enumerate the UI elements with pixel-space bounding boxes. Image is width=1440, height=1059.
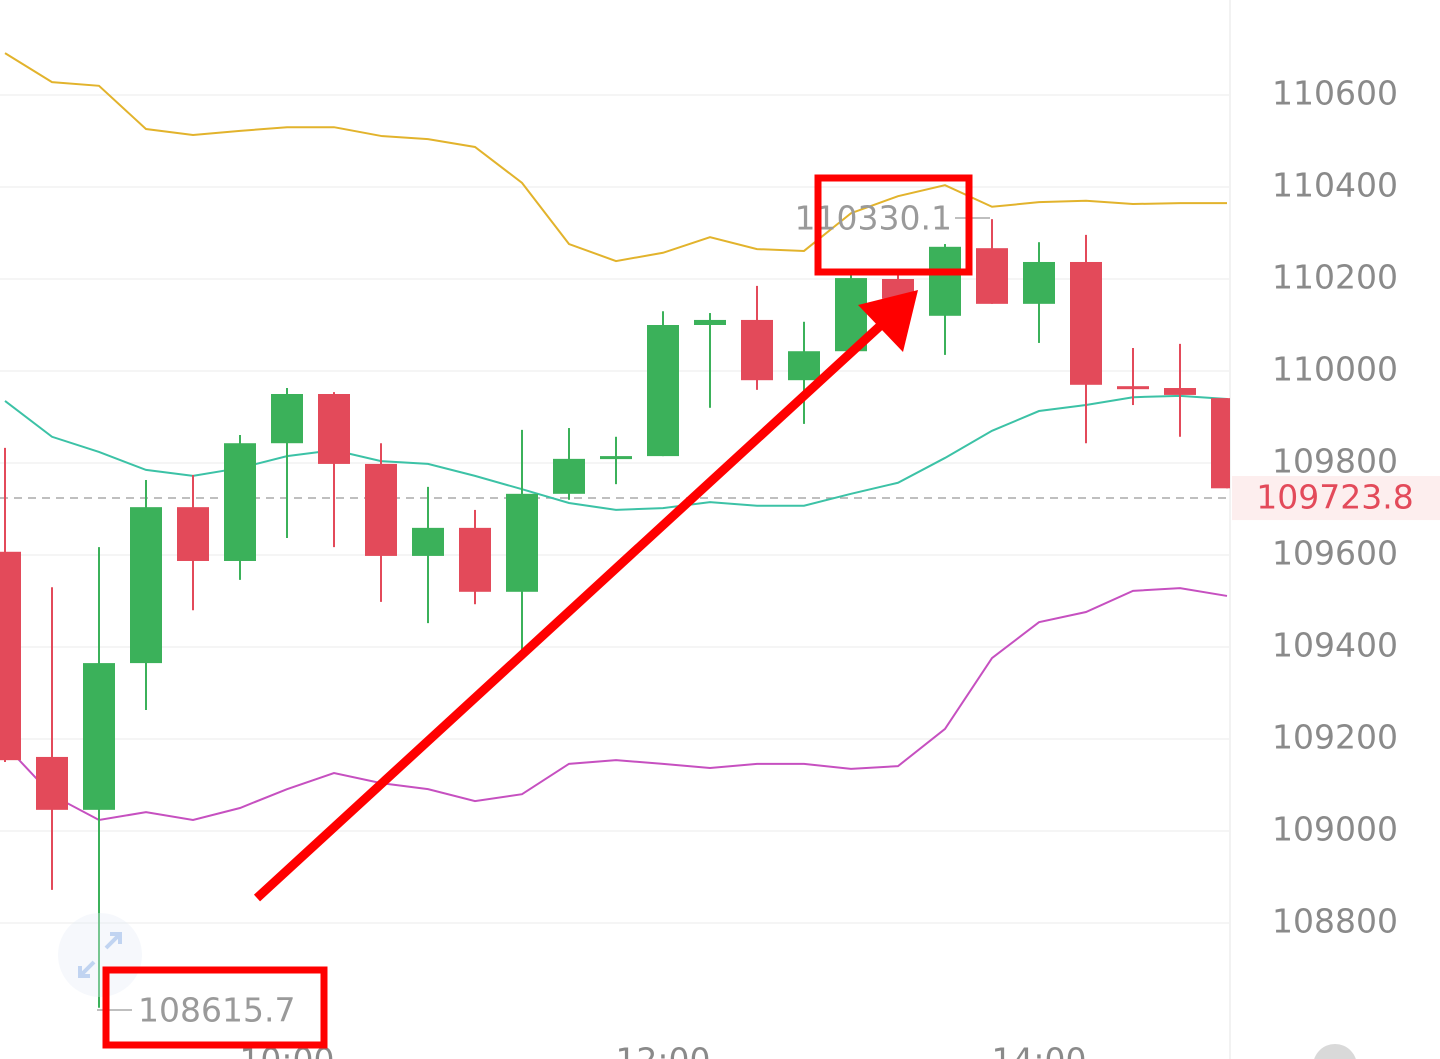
candle-body	[647, 325, 679, 457]
last-price-label: 109723.8	[1256, 478, 1413, 517]
candle-body	[271, 394, 303, 444]
candle-body	[694, 319, 726, 325]
last-price-bg	[1232, 476, 1440, 521]
y-tick-label: 109800	[1272, 442, 1398, 481]
y-tick-label: 110000	[1272, 350, 1398, 389]
candle-body	[1023, 261, 1055, 304]
arrow	[253, 322, 884, 902]
candle-body	[600, 456, 632, 460]
y-tick-label: 109200	[1272, 718, 1398, 757]
candle-body	[177, 507, 209, 561]
y-tick-label: 108800	[1272, 902, 1398, 941]
y-tick-label: 110200	[1272, 258, 1398, 297]
y-tick-label: 109600	[1272, 534, 1398, 573]
scroll-handle[interactable]	[1313, 1044, 1357, 1059]
x-tick-label: 12:00	[615, 1041, 710, 1059]
candle-body	[412, 527, 444, 556]
band-line	[4, 394, 1228, 511]
candle-body	[929, 246, 961, 316]
candle-body	[1070, 261, 1102, 385]
candles	[0, 219, 1230, 1008]
candle-body	[553, 458, 585, 494]
candle-body	[1117, 386, 1149, 390]
band-line	[4, 52, 1227, 263]
candle-body	[365, 463, 397, 556]
candle-body	[1211, 398, 1230, 489]
annotation: 108615.7	[138, 991, 295, 1030]
y-tick-label: 110400	[1272, 166, 1398, 205]
candle-body	[36, 756, 68, 810]
expand-icon[interactable]	[58, 913, 142, 997]
candle-body	[1164, 388, 1196, 395]
bands	[4, 52, 1228, 822]
highlight-box	[814, 174, 973, 276]
candle-body	[741, 319, 773, 381]
candle-body	[83, 663, 115, 810]
candle-body	[318, 394, 350, 464]
arrow-head	[858, 290, 918, 352]
candle-body	[0, 551, 21, 761]
candle-body	[224, 443, 256, 561]
band-line	[4, 587, 1228, 822]
x-tick-label: 14:00	[991, 1041, 1086, 1059]
candle-body	[459, 527, 491, 592]
y-tick-label: 109000	[1272, 810, 1398, 849]
candle-body	[976, 248, 1008, 304]
candle-body	[506, 493, 538, 592]
candle-body	[788, 351, 820, 381]
candle-body	[130, 507, 162, 664]
y-tick-label: 109400	[1272, 626, 1398, 665]
highlight-box	[102, 966, 328, 1049]
y-tick-label: 110600	[1272, 74, 1398, 113]
